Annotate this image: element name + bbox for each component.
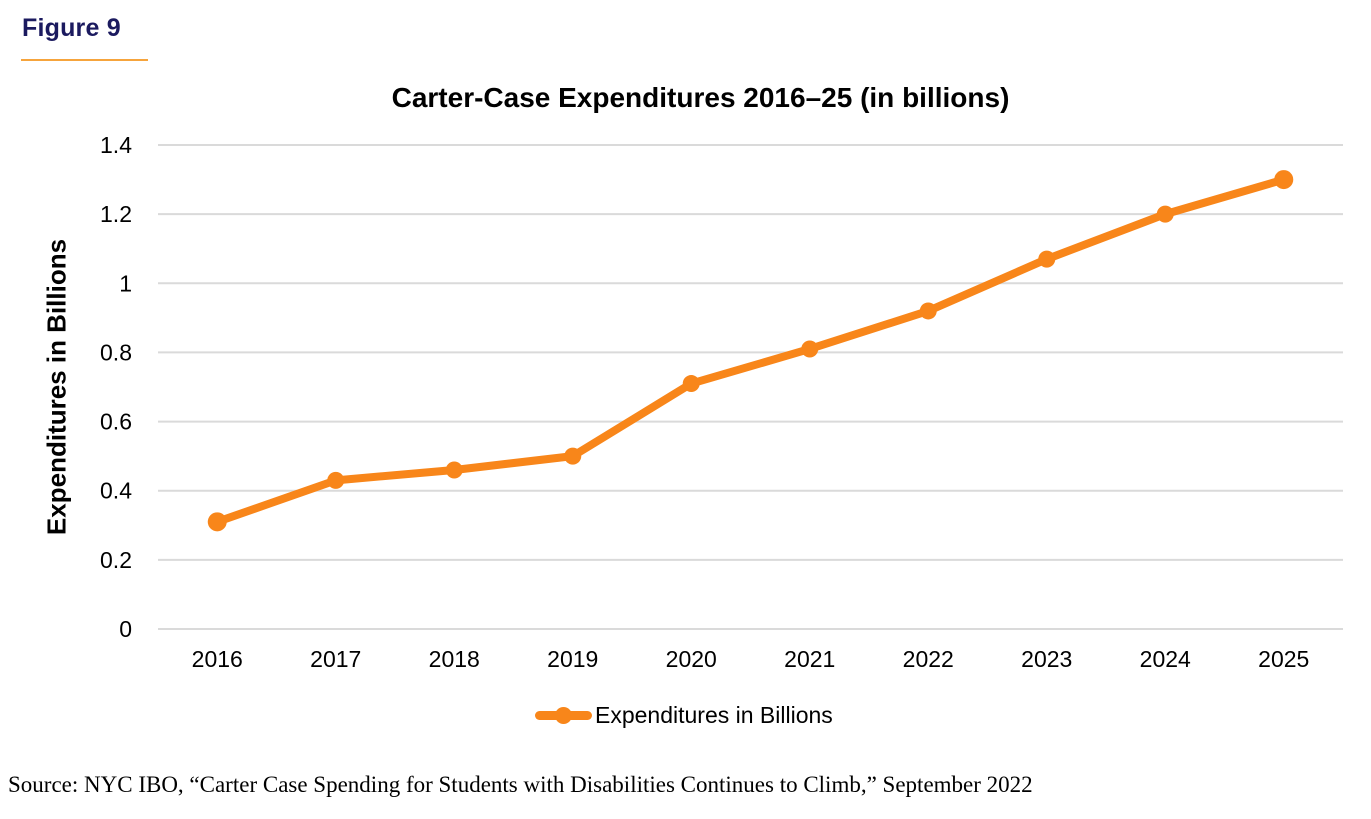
x-tick-label: 2018	[429, 646, 480, 672]
x-tick-label: 2025	[1258, 646, 1309, 672]
data-point	[1274, 170, 1294, 190]
data-point	[919, 302, 937, 320]
series-line	[213, 175, 1288, 526]
data-point	[682, 375, 700, 393]
x-tick-label: 2022	[903, 646, 954, 672]
legend-line-marker	[535, 707, 592, 724]
data-point	[445, 461, 463, 479]
figure-label: Figure 9	[22, 14, 121, 42]
y-tick-label: 0.8	[100, 339, 132, 365]
y-tick-label: 1	[119, 270, 132, 296]
data-point	[1038, 250, 1056, 268]
data-point	[801, 340, 819, 358]
x-tick-label: 2023	[1021, 646, 1072, 672]
y-tick-label: 1.2	[100, 201, 132, 227]
y-tick-label: 0	[119, 616, 132, 642]
data-point	[207, 512, 227, 532]
data-point	[564, 447, 582, 465]
x-tick-label: 2024	[1140, 646, 1191, 672]
source-note: Source: NYC IBO, “Carter Case Spending f…	[8, 772, 1033, 797]
x-tick-label: 2021	[784, 646, 835, 672]
chart-title: Carter-Case Expenditures 2016–25 (in bil…	[391, 82, 1010, 113]
x-tick-label: 2019	[547, 646, 598, 672]
x-tick-label: 2017	[310, 646, 361, 672]
y-tick-label: 0.4	[100, 478, 132, 504]
x-tick-label: 2020	[666, 646, 717, 672]
y-tick-label: 0.2	[100, 547, 132, 573]
y-tick-label: 1.4	[100, 132, 132, 158]
y-tick-label: 0.6	[100, 409, 132, 435]
legend: Expenditures in Billions	[535, 702, 833, 729]
figure-underline	[21, 59, 148, 61]
data-point	[1156, 205, 1174, 223]
legend-dot-marker	[555, 707, 572, 724]
legend-label: Expenditures in Billions	[595, 702, 833, 728]
x-tick-label: 2016	[192, 646, 243, 672]
line-chart: 0 0.2 0.4 0.6 0.8 1 1.2 1.4 2016 2017 2018 2019 2020…	[100, 132, 1343, 672]
data-point	[327, 471, 345, 489]
